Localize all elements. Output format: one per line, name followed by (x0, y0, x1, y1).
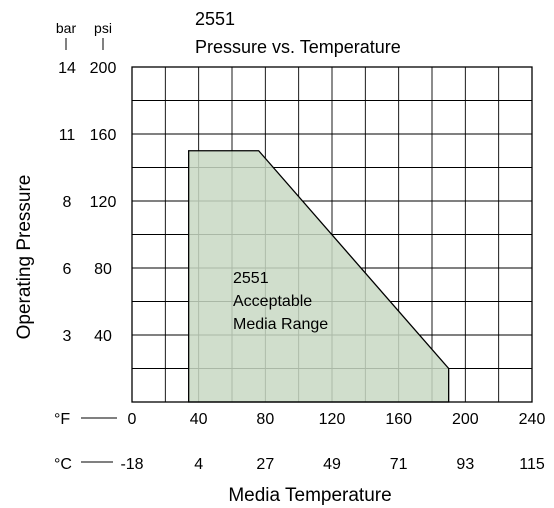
x-tick-celsius: 93 (456, 456, 474, 473)
y-tick-bar: 3 (63, 328, 72, 345)
x-tick-fahrenheit: 40 (190, 411, 208, 428)
plot-frame (131, 66, 533, 403)
x-ticks-celsius: -18 4 27 49 71 93 115 (120, 456, 544, 473)
x-tick-fahrenheit: 160 (385, 411, 412, 428)
chart-title-line-2: Pressure vs. Temperature (195, 37, 401, 57)
x-tick-celsius: 4 (194, 456, 203, 473)
y-ticks-bar: 14 11 8 6 3 (58, 60, 76, 345)
acceptable-range-area (188, 150, 450, 403)
y-tick-bar: 14 (58, 60, 76, 77)
x-tick-fahrenheit: 0 (128, 411, 137, 428)
x-tick-celsius: 71 (390, 456, 408, 473)
y-tick-psi: 40 (94, 328, 112, 345)
chart-title-line-1: 2551 (195, 9, 235, 29)
x-tick-fahrenheit: 200 (452, 411, 479, 428)
y-tick-bar: 8 (63, 194, 72, 211)
x-tick-fahrenheit: 240 (519, 411, 546, 428)
x-tick-celsius: 27 (256, 456, 274, 473)
y-tick-psi: 120 (90, 194, 117, 211)
y-tick-psi: 200 (90, 60, 117, 77)
y-tick-psi: 160 (90, 127, 117, 144)
y-tick-bar: 11 (59, 127, 76, 144)
region-label-line: Media Range (233, 316, 328, 333)
x-unit-c: °C (54, 456, 72, 473)
x-tick-celsius: 49 (323, 456, 341, 473)
region-label-line: Acceptable (233, 293, 312, 310)
y-unit-bar: bar (56, 20, 77, 36)
region-label: 2551 Acceptable Media Range (233, 270, 328, 333)
x-ticks-fahrenheit: 0 40 80 120 160 200 240 (128, 411, 546, 428)
y-tick-psi: 80 (94, 261, 112, 278)
x-tick-fahrenheit: 80 (256, 411, 274, 428)
x-tick-fahrenheit: 120 (319, 411, 346, 428)
x-tick-celsius: -18 (120, 456, 143, 473)
y-tick-bar: 6 (63, 261, 72, 278)
x-unit-f: °F (54, 411, 70, 428)
y-ticks-psi: 200 160 120 80 40 (90, 60, 117, 345)
region-label-line: 2551 (233, 270, 269, 287)
x-axis-label: Media Temperature (228, 485, 391, 506)
y-axis-label: Operating Pressure (14, 175, 35, 340)
x-tick-celsius: 115 (519, 456, 545, 473)
y-unit-psi: psi (94, 20, 112, 36)
